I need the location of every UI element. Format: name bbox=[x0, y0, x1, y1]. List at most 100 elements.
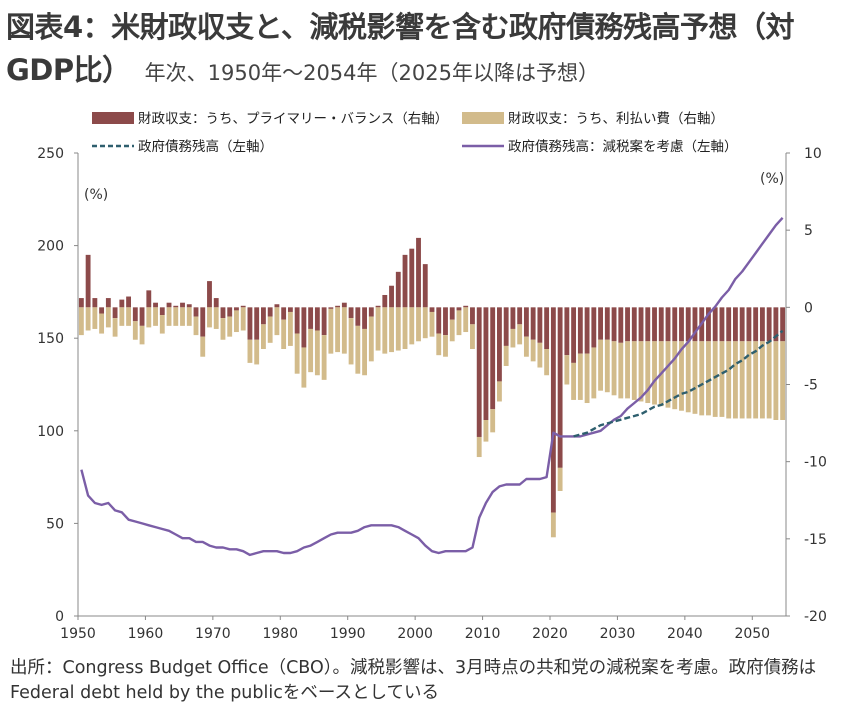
bar-primary-balance bbox=[146, 290, 152, 308]
left-tick-label: 0 bbox=[55, 609, 64, 625]
bar-primary-balance bbox=[335, 305, 341, 308]
left-tick-label: 150 bbox=[37, 331, 64, 347]
bar-interest bbox=[780, 341, 786, 420]
bar-primary-balance bbox=[105, 298, 111, 308]
bar-interest bbox=[523, 336, 529, 357]
bar-primary-balance bbox=[530, 307, 536, 340]
bar-interest bbox=[429, 311, 435, 337]
bar-primary-balance bbox=[281, 307, 287, 320]
line-debt-baseline bbox=[573, 329, 784, 438]
bar-primary-balance bbox=[395, 271, 401, 308]
bar-primary-balance bbox=[611, 307, 617, 342]
legend: 財政収支：うち、プライマリー・バランス（右軸） 財政収支：うち、利払い費（右軸） 政… bbox=[92, 111, 738, 155]
bar-interest bbox=[240, 307, 246, 331]
bar-interest bbox=[483, 419, 489, 442]
right-tick-label: -10 bbox=[804, 455, 827, 471]
bar-primary-balance bbox=[193, 307, 199, 317]
bar-primary-balance bbox=[665, 307, 671, 342]
bar-primary-balance bbox=[490, 307, 496, 410]
bar-interest bbox=[395, 307, 401, 351]
bar-primary-balance bbox=[402, 254, 408, 308]
bar-interest bbox=[193, 316, 199, 336]
bar-interest bbox=[382, 307, 388, 354]
bar-interest bbox=[530, 339, 536, 362]
bar-interest bbox=[584, 353, 590, 404]
bar-primary-balance bbox=[119, 299, 125, 308]
bar-interest bbox=[274, 307, 280, 336]
bar-interest bbox=[631, 341, 637, 400]
bar-interest bbox=[139, 325, 145, 345]
bar-interest bbox=[476, 436, 482, 458]
legend-swatch bbox=[462, 112, 504, 124]
bar-primary-balance bbox=[78, 298, 84, 308]
right-tick-label: -15 bbox=[804, 532, 827, 548]
bar-interest bbox=[267, 316, 273, 343]
x-tick-label: 1970 bbox=[195, 626, 231, 642]
bar-primary-balance bbox=[591, 307, 597, 348]
bar-interest bbox=[200, 336, 206, 357]
bar-primary-balance bbox=[99, 307, 105, 314]
bar-primary-balance bbox=[220, 307, 226, 319]
bar-primary-balance bbox=[409, 248, 415, 308]
source-note: 出所：Congress Budget Office（CBO）。減税影響は、3月時… bbox=[10, 658, 817, 703]
bar-primary-balance bbox=[456, 307, 462, 311]
bar-interest bbox=[550, 512, 556, 538]
bar-primary-balance bbox=[200, 307, 206, 337]
bar-interest bbox=[652, 341, 657, 405]
bar-interest bbox=[308, 328, 314, 373]
bar-primary-balance bbox=[254, 307, 260, 340]
bar-primary-balance bbox=[463, 305, 469, 308]
title-main: 図表4：米財政収支と、減税影響を含む政府債務残高予想（対GDP比） bbox=[6, 10, 795, 87]
bar-primary-balance bbox=[638, 307, 644, 342]
right-tick-label: 10 bbox=[804, 146, 822, 162]
x-tick-label: 2050 bbox=[734, 626, 770, 642]
bar-primary-balance bbox=[746, 307, 752, 342]
bar-primary-balance bbox=[564, 307, 570, 356]
bar-interest bbox=[362, 328, 367, 376]
bar-primary-balance bbox=[497, 307, 502, 382]
bar-interest bbox=[355, 325, 361, 374]
bar-interest bbox=[712, 341, 718, 417]
bar-interest bbox=[449, 319, 455, 342]
right-tick-label: 0 bbox=[804, 300, 813, 316]
bar-primary-balance bbox=[247, 307, 253, 340]
bar-interest bbox=[719, 341, 725, 417]
bar-primary-balance bbox=[389, 285, 394, 308]
left-tick-label: 250 bbox=[37, 146, 64, 162]
bar-primary-balance bbox=[537, 307, 543, 343]
left-axis-unit: (%) bbox=[84, 187, 108, 203]
bar-primary-balance bbox=[112, 307, 118, 319]
bar-primary-balance bbox=[483, 307, 489, 420]
bar-interest bbox=[335, 307, 341, 353]
bar-interest bbox=[537, 342, 543, 368]
bar-primary-balance bbox=[685, 307, 691, 342]
bar-interest bbox=[672, 341, 678, 410]
bar-interest bbox=[105, 307, 111, 328]
bar-interest bbox=[186, 307, 192, 326]
bar-primary-balance bbox=[308, 307, 314, 329]
bar-interest bbox=[544, 349, 550, 376]
x-tick-label: 1980 bbox=[262, 626, 298, 642]
bar-primary-balance bbox=[153, 302, 158, 308]
bar-interest bbox=[112, 318, 118, 337]
bar-interest bbox=[314, 330, 320, 376]
bar-primary-balance bbox=[287, 307, 293, 312]
bar-interest bbox=[577, 353, 583, 400]
bar-primary-balance bbox=[470, 307, 475, 325]
x-tick-label: 2030 bbox=[600, 626, 636, 642]
x-tick-label: 2020 bbox=[532, 626, 568, 642]
bar-primary-balance bbox=[274, 304, 280, 308]
bar-primary-balance bbox=[503, 307, 509, 346]
bar-interest bbox=[159, 315, 165, 334]
bar-primary-balance bbox=[443, 307, 448, 336]
bar-primary-balance bbox=[679, 307, 684, 342]
title-sub: 年次、1950年～2054年（2025年以降は予想） bbox=[144, 61, 599, 85]
bar-primary-balance bbox=[348, 307, 354, 319]
bar-interest bbox=[132, 321, 138, 340]
bar-interest bbox=[389, 307, 394, 353]
bar-primary-balance bbox=[719, 307, 725, 342]
bar-interest bbox=[166, 307, 172, 326]
bar-interest bbox=[638, 341, 644, 402]
bar-interest bbox=[706, 341, 711, 416]
bar-primary-balance bbox=[706, 307, 711, 342]
